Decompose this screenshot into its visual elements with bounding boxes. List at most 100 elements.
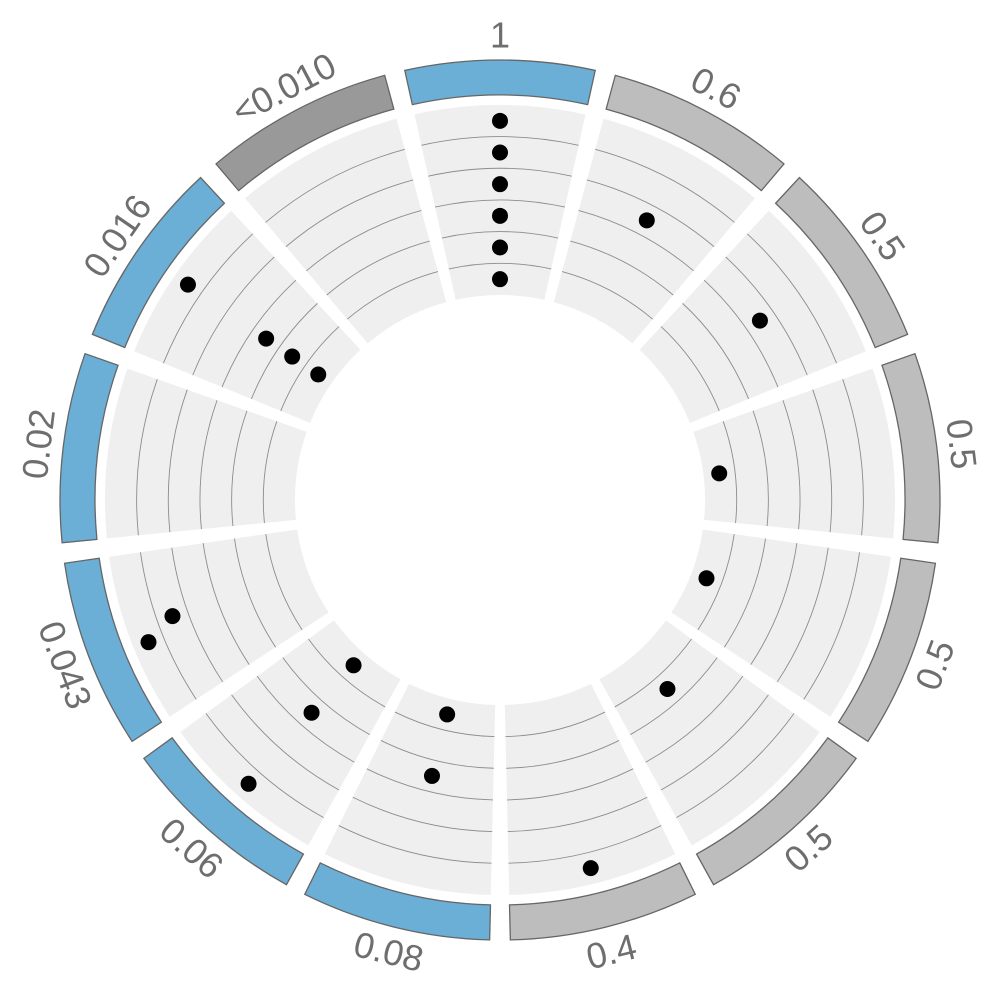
ring-guide <box>448 262 552 270</box>
ring-guide <box>570 240 674 296</box>
ring-guide <box>614 638 692 708</box>
data-point <box>492 176 508 193</box>
data-point <box>492 271 508 288</box>
segment: 1 <box>403 15 597 300</box>
ring-guide <box>380 740 494 769</box>
ring-guide <box>630 657 718 735</box>
segment-cap <box>881 352 941 544</box>
data-point <box>284 348 301 365</box>
ring-guide <box>660 694 769 791</box>
segment-cap <box>63 557 163 743</box>
ring-guide <box>660 326 720 412</box>
segment-band <box>504 683 676 895</box>
segment-cap <box>508 862 697 941</box>
ring-guide <box>505 711 606 738</box>
segment-cap <box>837 557 937 743</box>
ring-guide <box>231 694 340 791</box>
ring-guide <box>645 675 744 763</box>
segment-label: 0.5 <box>938 417 985 472</box>
ring-guide <box>231 410 248 527</box>
ring-guide <box>595 148 735 223</box>
data-point <box>638 212 655 229</box>
ring-guide <box>703 279 779 388</box>
segment: 0.6 <box>553 58 785 344</box>
ring-guide <box>234 538 277 648</box>
data-point <box>240 775 257 792</box>
ring-guide <box>171 547 224 683</box>
ring-guide <box>676 713 795 819</box>
ring-guide <box>139 552 197 700</box>
ring-guide <box>428 167 572 177</box>
segment-band <box>324 683 496 895</box>
segments-layer: 10.60.50.50.50.50.40.080.060.0430.020.01… <box>14 15 985 980</box>
ring-guide <box>746 233 838 364</box>
ring-guide <box>682 303 750 400</box>
ring-guide <box>265 533 303 631</box>
ring-guide <box>199 400 218 530</box>
segment: 0.5 <box>693 352 985 544</box>
data-point <box>492 112 508 129</box>
ring-guide <box>256 675 355 763</box>
segment-cap <box>215 74 395 192</box>
segment-cap <box>605 74 785 192</box>
segment-band <box>109 529 329 717</box>
segment: 0.02 <box>14 352 307 544</box>
ring-guide <box>697 533 735 631</box>
ring-guide <box>162 233 254 364</box>
data-point <box>310 366 327 383</box>
data-point <box>492 239 508 256</box>
ring-guide <box>842 379 864 536</box>
data-point <box>492 144 508 161</box>
data-point <box>751 312 768 329</box>
segment: 0.016 <box>75 176 361 423</box>
ring-guide <box>507 796 648 833</box>
ring-guide <box>192 256 275 376</box>
ring-guide <box>507 768 634 801</box>
ring-guide <box>776 547 829 683</box>
segment: <0.010 <box>215 44 447 344</box>
ring-guide <box>280 326 340 412</box>
segment-cap <box>303 862 492 941</box>
segment-band <box>134 210 361 423</box>
ring-guide <box>434 199 566 208</box>
ring-guide <box>722 421 738 524</box>
ring-guide <box>441 231 559 239</box>
ring-guide <box>285 179 414 247</box>
data-point <box>582 860 599 877</box>
ring-guide <box>306 210 422 272</box>
segment-band <box>414 104 586 300</box>
data-point <box>179 276 196 293</box>
data-point <box>711 465 728 482</box>
ring-guide <box>308 638 386 708</box>
segment: 0.06 <box>142 620 401 887</box>
ring-guide <box>346 271 439 320</box>
ring-guide <box>725 256 808 376</box>
ring-guide <box>136 379 158 536</box>
segment-cap <box>695 736 858 886</box>
segment: 0.4 <box>504 683 697 977</box>
data-point <box>439 706 456 723</box>
segment-band <box>105 368 307 539</box>
ring-guide <box>352 796 493 833</box>
segment-band <box>671 529 891 717</box>
ring-guide <box>752 410 769 527</box>
ring-guide <box>221 279 297 388</box>
ring-guide <box>506 740 620 769</box>
ring-guide <box>578 210 694 272</box>
segment-label: 0.02 <box>14 407 63 482</box>
ring-guide <box>338 825 492 864</box>
ring-guide <box>167 389 188 533</box>
ring-guide <box>803 552 861 700</box>
segment: 0.08 <box>303 683 496 980</box>
ring-guide <box>326 240 430 296</box>
segment-band <box>639 210 866 423</box>
segment-band <box>180 620 401 846</box>
segment-cap <box>774 176 909 349</box>
segment: 0.5 <box>599 620 858 886</box>
ring-guide <box>394 711 495 738</box>
ring-guide <box>508 825 662 864</box>
ring-guide <box>750 543 798 665</box>
data-point <box>345 657 362 674</box>
data-point <box>492 207 508 224</box>
